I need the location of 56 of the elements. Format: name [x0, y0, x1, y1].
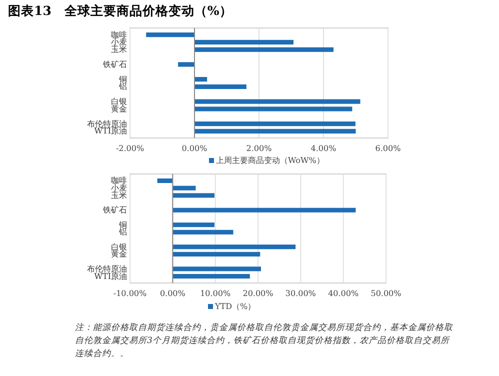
y-tick-label: 小麦	[111, 184, 127, 193]
text: 注：能源价格取自期货连续合约，贵金属价格取自伦敦贵金属交易所现货合约，基本金属价格取自伦敦金属交易所3个月期货连续合约，铁矿石价格取自现货价格指数，农产品价格取自交易所连续合约。。	[75, 322, 453, 359]
bar	[194, 128, 356, 134]
bar	[194, 76, 208, 82]
chart-title: 图表13 全球主要商品价格变动（%）	[8, 3, 232, 18]
y-tick-label: WTI原油	[94, 126, 127, 136]
y-tick-label: 布伦特原油	[87, 119, 127, 128]
y-tick-label: 玉米	[111, 190, 127, 200]
bar	[146, 32, 194, 38]
bar	[172, 186, 196, 190]
bar	[194, 99, 360, 104]
y-tick-label: 咖啡	[111, 30, 127, 40]
bar	[157, 178, 173, 184]
x-tick-label: 2.00%	[246, 144, 272, 153]
x-tick-label: 40.00%	[328, 289, 359, 298]
y-tick-label: 白银	[111, 242, 127, 252]
y-tick-label: 铜	[118, 220, 127, 230]
y-tick-label: 铜	[118, 74, 127, 84]
x-tick-label: 0.00%	[182, 144, 208, 153]
bar	[172, 230, 234, 234]
bar	[172, 208, 356, 212]
y-tick-label: 黄金	[111, 104, 127, 114]
bar	[194, 122, 356, 126]
legend-label: YTD（%）	[214, 302, 256, 311]
y-tick-label: 黄金	[111, 250, 127, 259]
x-tick-label: 6.00%	[375, 144, 402, 153]
x-tick-label: 30.00%	[285, 289, 316, 298]
y-tick-label: 小麦	[111, 38, 127, 47]
bar	[194, 47, 334, 52]
x-tick-label: 4.00%	[310, 144, 337, 153]
bar	[194, 40, 294, 44]
bar	[194, 106, 352, 112]
bar	[172, 244, 296, 250]
bar	[194, 84, 246, 90]
y-tick-label: 咖啡	[111, 176, 127, 186]
bar	[178, 62, 194, 67]
y-tick-label: 玉米	[111, 45, 127, 54]
bar	[172, 222, 214, 228]
x-tick-label: 50.00%	[370, 289, 402, 298]
y-tick-label: 铝	[118, 228, 127, 237]
y-tick-label: 铝	[118, 82, 127, 92]
bar	[172, 274, 250, 279]
y-tick-label: 布伦特原油	[87, 264, 127, 274]
x-tick-label: 20.00%	[242, 289, 274, 298]
y-tick-label: 铁矿石	[102, 206, 127, 215]
x-tick-label: 0.00%	[160, 289, 186, 298]
bar	[172, 252, 260, 256]
bar	[172, 266, 261, 272]
bar	[172, 193, 214, 198]
x-tick-label: -2.00%	[116, 144, 144, 153]
y-tick-label: 铁矿石	[102, 60, 127, 69]
y-tick-label: WTI原油	[94, 272, 127, 281]
x-tick-label: -10.00%	[113, 289, 147, 298]
y-tick-label: 白银	[111, 97, 127, 106]
legend-label: 上周主要商品变动（WoW%）	[216, 156, 324, 165]
x-tick-label: 10.00%	[200, 289, 231, 298]
